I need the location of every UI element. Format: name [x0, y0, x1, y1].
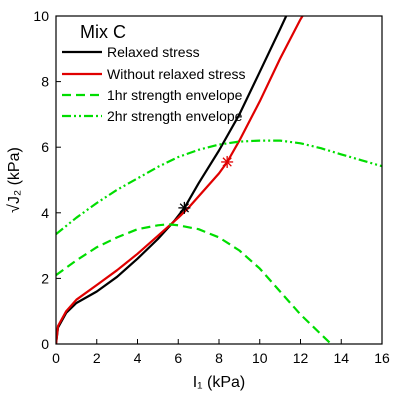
x-tick-label: 6 [174, 350, 182, 366]
x-tick-label: 8 [215, 350, 223, 366]
y-axis-title: √J₂ (kPa) [6, 147, 23, 213]
y-tick-label: 6 [41, 139, 49, 155]
x-tick-label: 4 [134, 350, 142, 366]
failure-point-marker-2 [221, 155, 234, 168]
series-line-3 [56, 223, 332, 344]
y-tick-label: 2 [41, 270, 49, 286]
legend-label-without-relaxed: Without relaxed stress [107, 66, 246, 82]
legend-label-relaxed: Relaxed stress [107, 44, 200, 60]
failure-point-marker-1 [178, 201, 191, 214]
y-tick-label: 10 [33, 8, 49, 24]
x-tick-label: 2 [93, 350, 101, 366]
x-tick-label: 10 [252, 350, 268, 366]
x-tick-label: 12 [293, 350, 309, 366]
legend-label-1hr: 1hr strength envelope [107, 87, 243, 103]
y-tick-label: 0 [41, 336, 49, 352]
x-tick-label: 0 [52, 350, 60, 366]
series-line-4 [56, 139, 382, 235]
x-tick-label: 16 [374, 350, 390, 366]
x-axis-title: I₁ (kPa) [193, 374, 246, 391]
legend-label-2hr: 2hr strength envelope [107, 108, 243, 124]
legend: Mix C Relaxed stress Without relaxed str… [62, 22, 246, 124]
series-line-2 [56, 16, 304, 344]
y-tick-label: 8 [41, 74, 49, 90]
legend-title: Mix C [80, 22, 126, 42]
x-tick-label: 14 [333, 350, 349, 366]
y-tick-label: 4 [41, 205, 49, 221]
